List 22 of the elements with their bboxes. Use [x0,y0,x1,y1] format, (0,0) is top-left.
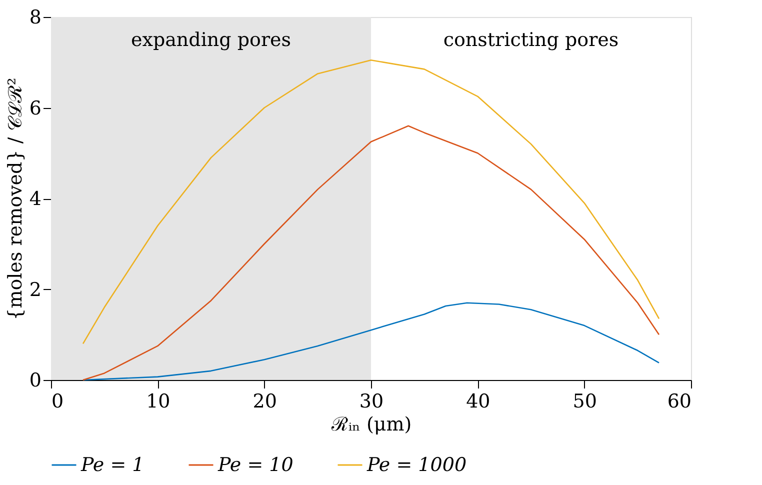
legend-label: Pe = 10 [217,454,294,476]
y-axis-title: {moles removed} / 𝒞ℒℛ² [4,78,26,320]
x-tick-label: 20 [252,390,277,412]
line-series [82,125,660,381]
y-tick-label: 0 [29,370,42,392]
legend-label: Pe = 1000 [366,454,467,476]
x-axis-title: ℛᵢₙ (μm) [330,414,412,436]
legend-label: Pe = 1 [80,454,144,476]
line-series [82,302,660,381]
x-tick-label: 30 [359,390,384,412]
y-tick-label: 8 [29,6,42,28]
x-tick-label: 40 [466,390,490,412]
y-tick-label: 2 [29,278,42,301]
x-tick-label: 50 [572,390,597,412]
band-label: expanding pores [130,29,292,51]
annotation: constricting pores [443,29,619,51]
x-tick-label: 10 [146,390,170,412]
y-tick-label: 6 [29,97,42,120]
y-tick-label: 4 [29,188,42,210]
line-series [82,59,660,344]
x-tick-label: 0 [52,390,64,412]
x-tick-label: 60 [667,390,692,412]
